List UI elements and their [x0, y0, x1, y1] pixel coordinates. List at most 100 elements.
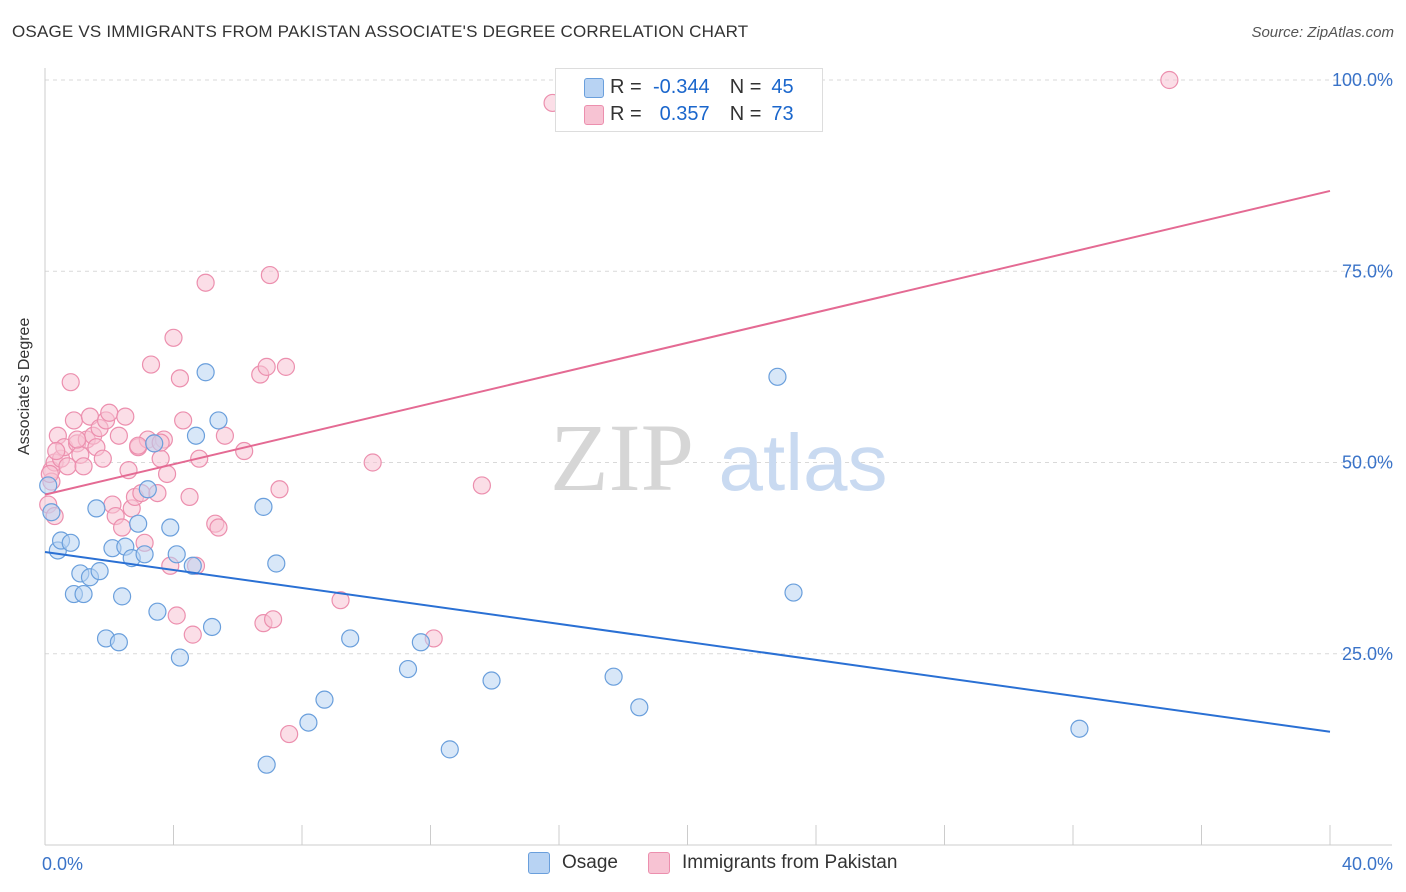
r-value-osage: -0.344 [652, 75, 710, 98]
osage-point [167, 545, 186, 564]
n-label: N = [729, 75, 762, 98]
pakistan-point [61, 373, 80, 392]
pakistan-trend-line [44, 189, 1331, 496]
osage-point [161, 518, 180, 537]
n-value-pakistan: 73 [771, 102, 794, 125]
watermark-atlas: atlas [719, 418, 888, 507]
pakistan-swatch [648, 852, 670, 874]
pakistan-point [270, 480, 289, 499]
osage-point [90, 562, 109, 581]
pakistan-point [164, 328, 183, 347]
y-tick-label: 50.0% [1342, 453, 1393, 473]
n-value-osage: 45 [771, 75, 794, 98]
y-tick-label: 25.0% [1342, 644, 1393, 664]
osage-point [398, 659, 418, 679]
pakistan-swatch [584, 105, 604, 125]
osage-point [604, 667, 623, 686]
legend-label-osage: Osage [562, 852, 618, 873]
osage-point [109, 633, 128, 652]
pakistan-point [129, 436, 148, 455]
legend-label-pakistan: Immigrants from Pakistan [682, 852, 898, 873]
pakistan-point [64, 411, 84, 430]
osage-swatch [584, 78, 604, 98]
pakistan-point [1160, 70, 1179, 90]
x-tick-label: 0.0% [42, 854, 83, 874]
y-tick-label: 75.0% [1342, 261, 1393, 281]
r-value-pakistan: 0.357 [659, 102, 710, 125]
osage-point [42, 503, 61, 522]
x-tick-label: 40.0% [1342, 854, 1393, 874]
osage-point [170, 648, 190, 667]
osage-point [257, 755, 276, 774]
pakistan-point [235, 441, 254, 461]
osage-swatch [528, 852, 550, 874]
osage-point [129, 514, 148, 533]
watermark: ZIP atlas [550, 404, 887, 511]
osage-point [39, 476, 58, 495]
osage-point [768, 367, 787, 386]
pakistan-point [74, 457, 93, 476]
pakistan-point [93, 449, 112, 468]
osage-point [138, 480, 157, 499]
pakistan-point [100, 403, 119, 422]
r-label: R = [610, 102, 642, 125]
pakistan-point [196, 273, 215, 292]
pakistan-point [472, 476, 491, 495]
pakistan-point [263, 610, 283, 629]
osage-point [112, 587, 132, 606]
osage-point [186, 426, 206, 445]
legend-item-osage: Osage [528, 852, 618, 874]
pakistan-point [47, 441, 66, 461]
osage-point [411, 633, 430, 652]
osage-point [202, 617, 222, 637]
pakistan-point [116, 407, 135, 426]
osage-point [784, 583, 803, 602]
pakistan-point [68, 430, 87, 449]
pakistan-point [141, 355, 161, 374]
pakistan-point [260, 265, 279, 285]
y-axis-label: Associate's Degree [16, 317, 33, 455]
pakistan-point [167, 606, 186, 625]
osage-point [183, 556, 202, 575]
pakistan-point [112, 518, 132, 537]
pakistan-point [170, 369, 190, 388]
pakistan-point [209, 518, 228, 537]
legend-item-pakistan: Immigrants from Pakistan [648, 852, 897, 874]
pakistan-point [109, 426, 128, 445]
osage-point [254, 497, 273, 516]
osage-point [482, 671, 501, 690]
osage-point [630, 698, 649, 717]
pakistan-point [331, 591, 350, 610]
r-label: R = [610, 75, 642, 98]
osage-point [148, 602, 167, 621]
n-label: N = [729, 102, 762, 125]
legend-row-pakistan: R = 0.357 N = 73 [584, 101, 794, 127]
osage-point [267, 554, 286, 573]
osage-point [315, 690, 334, 709]
correlation-legend: R = -0.344 N = 45 R = 0.357 N = 73 [555, 68, 823, 132]
pakistan-point [180, 487, 199, 507]
pakistan-point [174, 411, 193, 430]
osage-point [61, 533, 80, 552]
axes [44, 68, 1392, 846]
pakistan-point [215, 426, 234, 445]
watermark-zip: ZIP [550, 404, 694, 511]
osage-point [341, 629, 360, 648]
source-label: Source: ZipAtlas.com [1251, 24, 1394, 41]
osage-point [145, 434, 164, 453]
osage-point [196, 363, 215, 382]
osage-point [135, 545, 154, 564]
pakistan-point [280, 724, 299, 744]
trend-lines [44, 189, 1331, 733]
pakistan-point [276, 357, 296, 376]
osage-point [440, 740, 459, 759]
pakistan-point [151, 449, 170, 468]
osage-trend-line [44, 551, 1331, 733]
gridlines [45, 79, 1392, 655]
legend-row-osage: R = -0.344 N = 45 [584, 74, 794, 100]
pakistan-point [257, 357, 276, 376]
osage-point [87, 499, 106, 518]
tick-labels: 25.0% 50.0% 75.0% 100.0% 0.0% 40.0% [42, 70, 1393, 874]
osage-point [74, 584, 93, 604]
